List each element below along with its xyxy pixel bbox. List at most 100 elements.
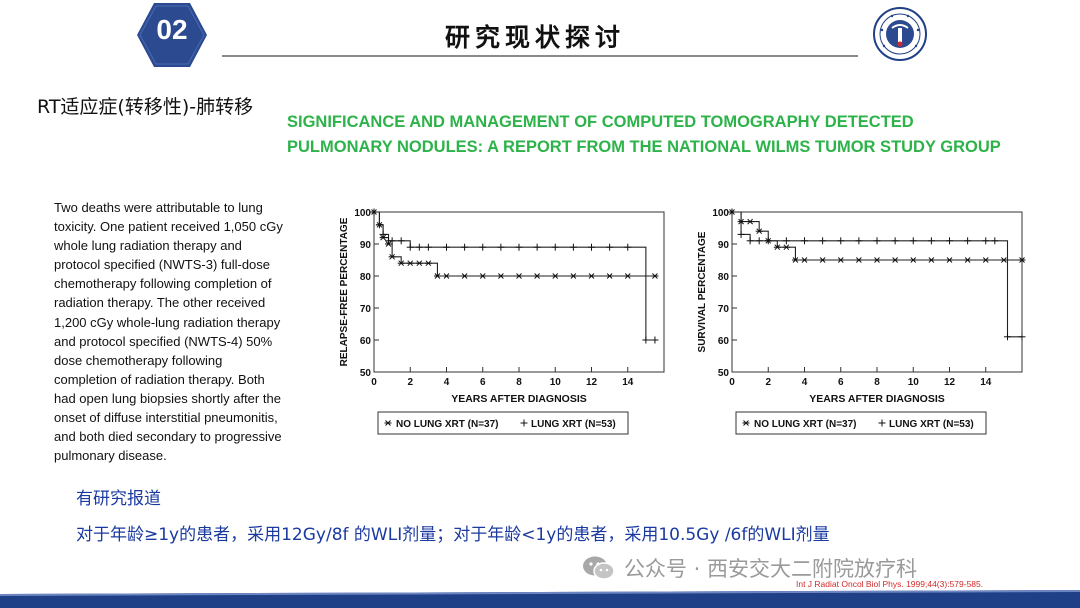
section-number: 02: [156, 14, 188, 45]
x-tick-label: 4: [802, 377, 808, 388]
excerpt-line: toxicity. One patient received 1,050 cGy: [54, 219, 283, 235]
excerpt-line: radiation therapy. The other received: [54, 295, 266, 311]
star-marker: [1018, 257, 1026, 263]
excerpt-line: had open lung biopsies shortly after the: [54, 390, 281, 406]
plus-marker: [755, 237, 763, 245]
y-axis-label: SURVIVAL PERCENTAGE: [697, 231, 708, 352]
footer-bar: [0, 590, 1080, 608]
plus-marker: [1018, 333, 1026, 341]
plus-marker: [551, 243, 559, 251]
legend-plus-marker: [878, 419, 886, 427]
paper-title-line: SIGNIFICANCE AND MANAGEMENT OF COMPUTED …: [287, 113, 914, 131]
reported-label: 有研究报道: [76, 489, 161, 509]
star-marker: [964, 257, 972, 263]
star-marker: [551, 273, 559, 279]
star-marker: [801, 257, 808, 263]
x-tick-label: 0: [371, 377, 377, 388]
y-tick-label: 80: [360, 272, 372, 283]
header-divider: [222, 55, 858, 57]
x-tick-label: 8: [874, 377, 880, 388]
excerpt-line: whole lung radiation therapy and: [54, 238, 242, 254]
x-tick-label: 12: [586, 377, 598, 388]
y-tick-label: 60: [718, 336, 730, 347]
section-badge: [137, 3, 207, 67]
plus-marker: [991, 237, 999, 245]
y-tick-label: 90: [360, 240, 372, 251]
excerpt-line: pulmonary disease.: [54, 448, 167, 464]
star-marker: [837, 257, 845, 263]
plus-marker: [1004, 333, 1011, 341]
plus-marker: [370, 208, 378, 216]
plus-marker: [606, 243, 614, 251]
star-marker: [415, 260, 423, 267]
y-tick-label: 50: [360, 368, 372, 379]
star-marker: [755, 228, 763, 235]
y-tick-label: 90: [718, 240, 730, 251]
x-tick-label: 14: [622, 377, 634, 388]
legend-label: LUNG XRT (N=53): [889, 419, 974, 430]
watermark-text: 公众号 · 西安交大二附院放疗科: [624, 557, 918, 581]
dose-statement: 对于年龄≥1y的患者，采用12Gy/8f 的WLI剂量；对于年龄<1y的患者，采…: [76, 525, 830, 545]
y-tick-label: 80: [718, 272, 730, 283]
plus-marker: [891, 237, 899, 245]
legend-plus-marker: [520, 419, 528, 427]
star-marker: [927, 257, 935, 263]
excerpt-text: Two deaths were attributable to lung tox…: [54, 198, 314, 465]
star-marker: [873, 257, 881, 263]
plus-marker: [443, 243, 450, 251]
plus-marker: [569, 243, 577, 251]
relapse-free-chart: 50 60 70 80 90 100 0 2 4 6 8 10 12 14 YEARS AFTER DIAG…: [336, 198, 676, 448]
star-marker: [946, 257, 953, 263]
plus-marker: [927, 237, 935, 245]
x-tick-label: 2: [407, 377, 413, 388]
legend-star-marker: [742, 420, 750, 426]
x-tick-label: 4: [444, 377, 450, 388]
star-marker: [791, 257, 799, 263]
x-axis-label: YEARS AFTER DIAGNOSIS: [809, 393, 945, 405]
indication-heading: RT适应症(转移性)-肺转移: [37, 96, 254, 118]
excerpt-line: and protocol specified (NWTS-4) 50%: [54, 333, 273, 349]
plus-marker: [728, 208, 736, 216]
excerpt-line: 1,200 cGy whole-lung radiation therapy: [54, 314, 281, 330]
plus-marker: [819, 237, 827, 245]
plus-marker: [397, 237, 405, 245]
y-tick-label: 60: [360, 336, 372, 347]
series-line: [374, 211, 655, 277]
plus-marker: [946, 237, 953, 245]
survival-chart-svg: 50 60 70 80 90 100 0 2 4 6 8 10 12 14 YEARS AFTER DIAG…: [697, 208, 1026, 435]
plus-marker: [424, 243, 432, 251]
star-marker: [606, 273, 614, 279]
star-marker: [588, 273, 595, 279]
survival-chart: 50 60 70 80 90 100 0 2 4 6 8 10 12 14 YEARS AFTER DIAG…: [694, 198, 1034, 448]
star-marker: [479, 273, 487, 279]
section-title: 研究现状探讨: [444, 23, 625, 52]
star-marker: [891, 257, 899, 263]
excerpt-line: protocol specified (NWTS-3) full-dose: [54, 257, 271, 273]
star-marker: [388, 253, 396, 260]
plus-marker: [479, 243, 487, 251]
plus-marker: [624, 243, 632, 251]
wechat-icon: [583, 556, 615, 580]
x-tick-label: 12: [944, 377, 956, 388]
plus-marker: [873, 237, 881, 245]
x-tick-label: 10: [908, 377, 920, 388]
x-axis-label: YEARS AFTER DIAGNOSIS: [451, 393, 587, 405]
star-marker: [773, 244, 781, 251]
star-marker: [424, 260, 432, 267]
star-marker: [982, 257, 990, 263]
legend-star-marker: [384, 420, 392, 426]
x-tick-label: 2: [765, 377, 771, 388]
star-marker: [855, 257, 863, 263]
star-marker: [624, 273, 632, 279]
excerpt-line: dose chemotherapy following: [54, 352, 223, 368]
plus-marker: [497, 243, 505, 251]
plus-marker: [375, 221, 383, 229]
excerpt-line: Two deaths were attributable to lung: [54, 200, 263, 215]
legend-label: NO LUNG XRT (N=37): [754, 419, 857, 430]
star-marker: [909, 257, 917, 263]
star-marker: [497, 273, 505, 279]
excerpt-line: onset of diffuse interstitial pneumoniti…: [54, 410, 278, 426]
plot-frame: [373, 211, 665, 373]
excerpt-line: chemotherapy following completion of: [54, 276, 272, 292]
y-tick-label: 70: [360, 304, 372, 315]
